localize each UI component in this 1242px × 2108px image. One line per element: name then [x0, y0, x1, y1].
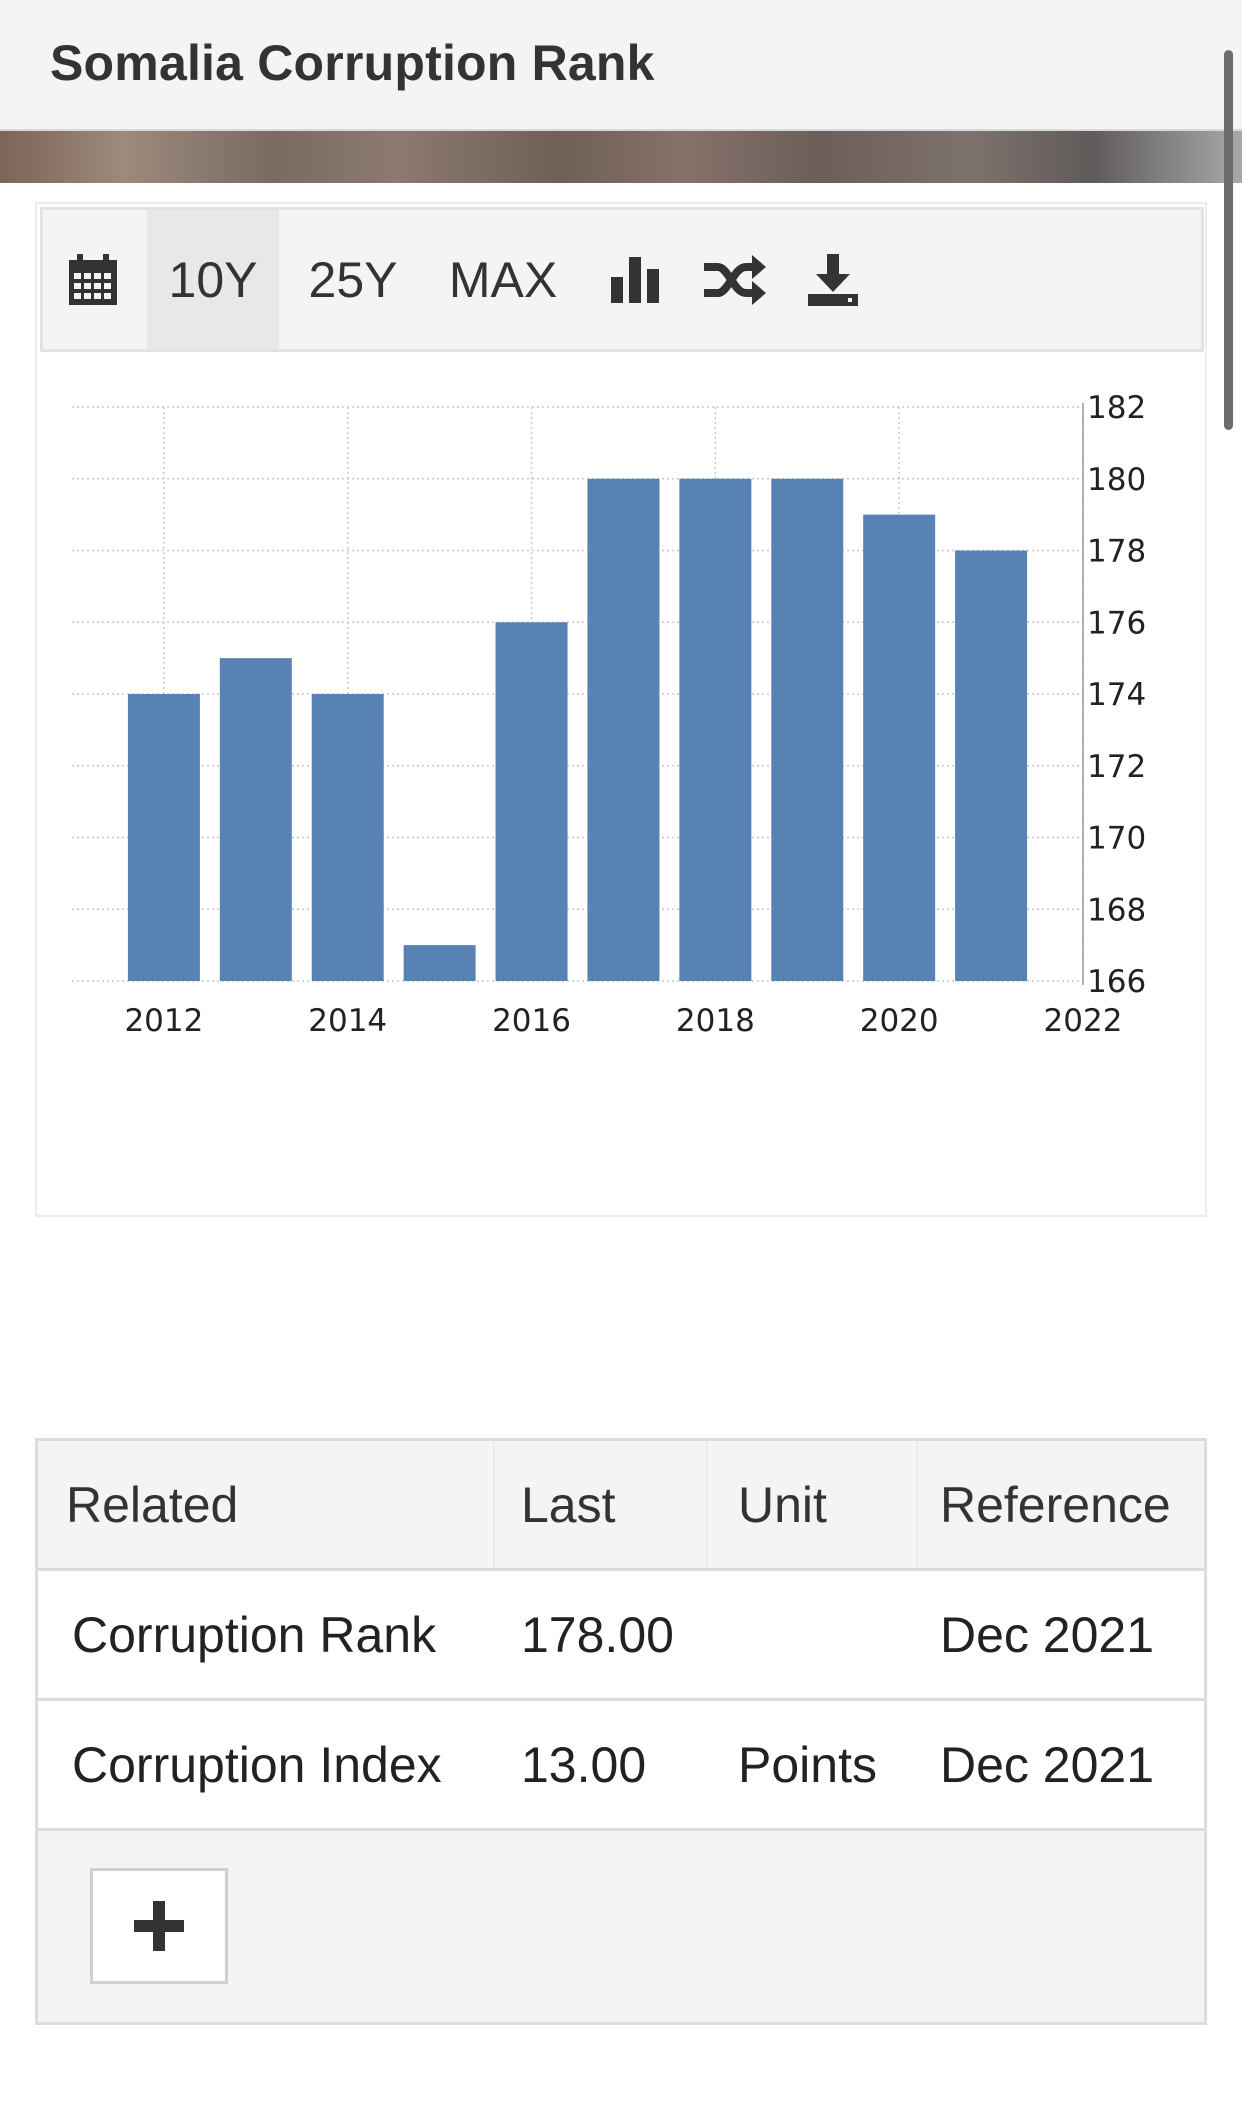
last-value: 178.00 — [521, 1606, 674, 1663]
y-tick-label: 176 — [1087, 605, 1146, 641]
x-tick-label: 2012 — [124, 1003, 203, 1039]
unit-value: Points — [738, 1736, 877, 1793]
calendar-icon[interactable] — [43, 210, 143, 349]
y-tick-label: 174 — [1087, 677, 1146, 713]
header-related: Related — [66, 1476, 239, 1533]
bar-chart-icon[interactable] — [596, 210, 676, 349]
bar-chart: 166 168 170 172 174 176 178 180 182 2012 2014 2016 2… — [72, 390, 1146, 1039]
y-tick-label: 166 — [1087, 964, 1146, 1000]
chart-bar — [771, 478, 844, 981]
table-row: Corruption Index 13.00 Points Dec 2021 — [38, 1701, 1204, 1831]
y-tick-label: 182 — [1087, 390, 1146, 426]
chart-panel: 10Y 25Y MAX 166 — [35, 202, 1207, 1217]
related-table: Related Last Unit Reference Corruption R… — [35, 1438, 1207, 2025]
chart-bar — [127, 694, 200, 981]
scrollbar[interactable] — [1224, 50, 1233, 430]
column-divider — [706, 1441, 708, 1568]
chart-bar — [955, 550, 1028, 981]
reference-value: Dec 2021 — [940, 1736, 1155, 1793]
related-link-corruption-rank[interactable]: Corruption Rank — [72, 1606, 437, 1663]
chart-bar — [863, 514, 936, 981]
table-header-row: Related Last Unit Reference — [38, 1441, 1204, 1571]
chart-bar — [679, 478, 752, 981]
x-tick-label: 2016 — [492, 1003, 571, 1039]
related-link-corruption-index[interactable]: Corruption Index — [72, 1736, 442, 1793]
header-unit: Unit — [738, 1476, 827, 1533]
reference-value: Dec 2021 — [940, 1606, 1155, 1663]
range-max-button[interactable]: MAX — [448, 251, 558, 308]
column-divider — [493, 1441, 495, 1568]
chart-bar — [495, 622, 568, 981]
y-tick-label: 168 — [1087, 892, 1146, 928]
y-tick-label: 170 — [1087, 821, 1146, 857]
shuffle-icon[interactable] — [695, 210, 775, 349]
plus-icon — [134, 1901, 184, 1951]
range-10y-button[interactable]: 10Y — [147, 210, 279, 349]
chart-bar — [403, 945, 476, 981]
chart-bar — [219, 658, 292, 981]
column-divider — [916, 1441, 918, 1568]
range-25y-button[interactable]: 25Y — [308, 251, 398, 308]
header-last: Last — [521, 1476, 616, 1533]
add-related-button[interactable] — [90, 1868, 228, 1984]
x-tick-label: 2020 — [860, 1003, 939, 1039]
header-reference: Reference — [940, 1476, 1171, 1533]
download-icon[interactable] — [793, 210, 873, 349]
x-tick-label: 2022 — [1044, 1003, 1123, 1039]
table-row: Corruption Rank 178.00 Dec 2021 — [38, 1571, 1204, 1701]
x-tick-label: 2018 — [676, 1003, 755, 1039]
chart-bar — [311, 694, 384, 981]
chart-toolbar: 10Y 25Y MAX — [40, 207, 1204, 352]
page-header: Somalia Corruption Rank — [0, 0, 1242, 131]
page-title: Somalia Corruption Rank — [50, 35, 655, 91]
chart-bar — [587, 478, 660, 981]
x-tick-label: 2014 — [308, 1003, 387, 1039]
last-value: 13.00 — [521, 1736, 647, 1793]
y-tick-label: 180 — [1087, 462, 1146, 498]
y-tick-label: 178 — [1087, 534, 1146, 570]
header-banner-image — [0, 131, 1242, 183]
y-tick-label: 172 — [1087, 749, 1146, 785]
